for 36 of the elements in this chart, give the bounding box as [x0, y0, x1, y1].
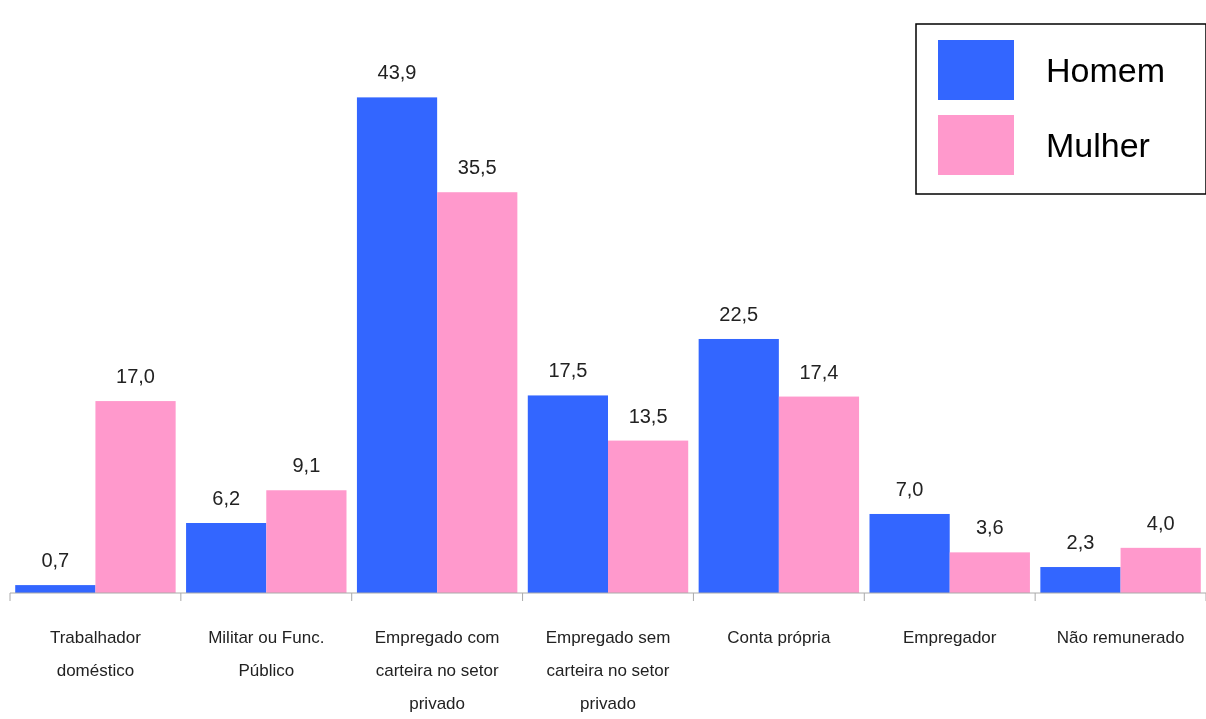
- data-label: 6,2: [212, 487, 241, 509]
- x-tick-label: Empregador: [902, 628, 997, 647]
- x-tick-label: Não remunerado: [1056, 628, 1185, 647]
- bar: [527, 395, 608, 593]
- x-tick-label: Trabalhador doméstico: [49, 628, 142, 680]
- x-tick-label: Empregado com carteira no setor privado: [374, 628, 500, 713]
- data-label: 7,0: [895, 477, 924, 500]
- data-label: 35,5: [457, 156, 497, 179]
- bar: [778, 396, 860, 593]
- x-tick-label: Militar ou Func. Público: [208, 628, 325, 680]
- bar: [698, 338, 779, 593]
- x-tick-label: Empregado sem carteira no setor privado: [545, 628, 671, 713]
- bar: [869, 513, 950, 593]
- bar: [356, 97, 438, 593]
- data-label: 22,5: [719, 302, 759, 325]
- legend-label: Mulher: [1046, 126, 1150, 164]
- data-label: 43,9: [377, 61, 417, 84]
- data-label: 13,5: [628, 404, 668, 427]
- bar: [437, 192, 518, 593]
- bar: [266, 490, 347, 593]
- bar: [95, 401, 176, 593]
- bar: [608, 440, 689, 593]
- data-label: 17,5: [548, 359, 588, 382]
- bar: [949, 552, 1030, 593]
- bar: [186, 523, 267, 593]
- data-label: 9,1: [292, 454, 321, 477]
- data-label: 0,7: [41, 549, 70, 572]
- x-tick-label: Conta própria: [727, 628, 831, 647]
- data-label: 4,0: [1146, 511, 1175, 534]
- bar: [1040, 567, 1121, 593]
- data-label: 2,3: [1066, 531, 1095, 554]
- data-label: 3,6: [975, 516, 1004, 539]
- bar: [1120, 547, 1201, 593]
- data-label: 17,4: [799, 360, 839, 383]
- data-label: 17,0: [116, 365, 155, 388]
- legend-label: Homem: [1046, 51, 1166, 89]
